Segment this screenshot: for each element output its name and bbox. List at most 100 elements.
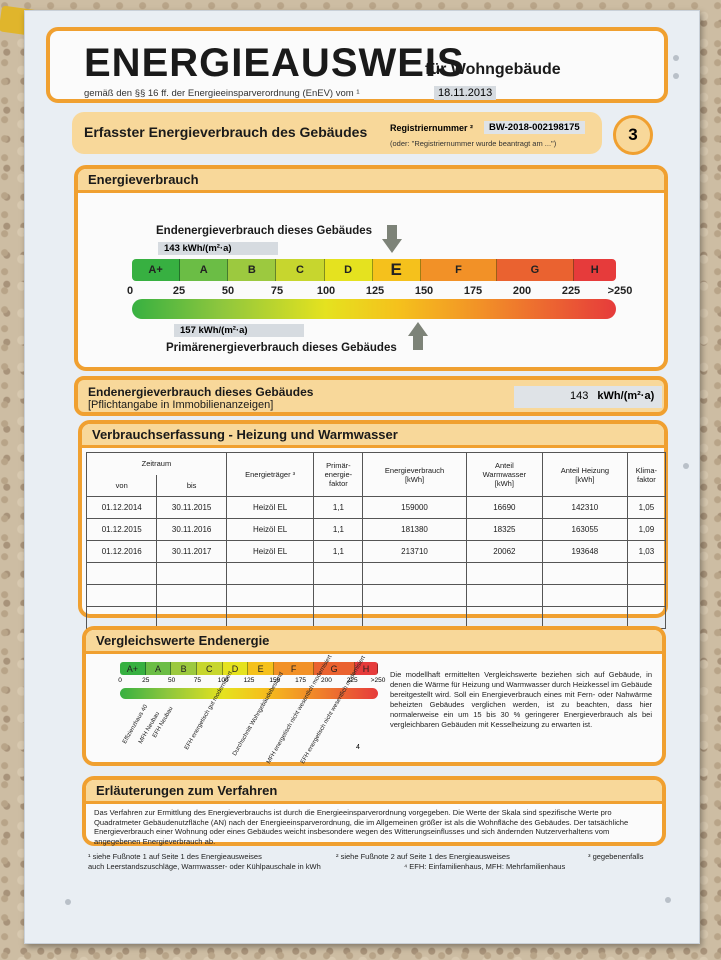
- primary-energy-value: 157 kWh/(m²·a): [174, 324, 304, 337]
- mini-scale-tick: 50: [167, 677, 176, 684]
- col-heizung: Anteil Heizung [kWh]: [542, 452, 628, 497]
- cell-traeger: Heizöl EL: [225, 518, 315, 541]
- cell-klima: 1,05: [626, 496, 667, 519]
- cell-heizung: 142310: [542, 496, 628, 519]
- table-row: 01.12.2015 30.11.2016 Heizöl EL 1,1 1813…: [85, 518, 667, 541]
- cell-bis: 30.11.2017: [156, 540, 227, 563]
- table-row-empty: [85, 584, 667, 607]
- mini-scale-class-aplus: A+: [120, 662, 146, 675]
- end-summary-value: 143 kWh/(m²·a): [514, 386, 662, 408]
- mini-scale-tick: 150: [269, 677, 281, 684]
- mini-scale-class-g: G: [314, 662, 355, 675]
- col-warmwasser: Anteil Warmwasser [kWh]: [465, 452, 544, 497]
- col-bis: bis: [156, 474, 227, 497]
- col-von: von: [85, 474, 158, 497]
- cell-verbrauch: 159000: [362, 496, 467, 519]
- cell-traeger: Heizöl EL: [225, 540, 315, 563]
- registration-number: BW-2018-002198175: [484, 121, 585, 134]
- comparison-scale: A+ A B C D E F G H: [120, 662, 378, 675]
- comparison-text: Die modellhaft ermittelten Vergleichswer…: [390, 670, 652, 729]
- energy-consumption-panel: Energieverbrauch Endenergieverbrauch die…: [74, 165, 668, 371]
- scale-class-b: B: [228, 259, 277, 281]
- explanation-panel: Erläuterungen zum Verfahren Das Verfahre…: [82, 776, 666, 846]
- col-zeitraum: Zeitraum: [86, 452, 227, 475]
- punch-hole: [673, 73, 679, 79]
- cell-bis: 30.11.2015: [156, 496, 227, 519]
- primary-energy-label: Primärenergieverbrauch dieses Gebäudes: [166, 342, 397, 354]
- cell-warmwasser: 18325: [465, 518, 544, 541]
- comparison-footnote: 4: [356, 744, 360, 751]
- consumption-table: Zeitraum Energieträger ³ Primär- energie…: [85, 452, 667, 629]
- footnote-4: ⁴ EFH: Einfamilienhaus, MFH: Mehrfamilie…: [404, 862, 566, 871]
- end-summary-subtitle: [Pflichtangabe in Immobilienanzeigen]: [88, 399, 274, 411]
- cell-faktor: 1,1: [313, 496, 364, 519]
- footnote-2: ² siehe Fußnote 2 auf Seite 1 des Energi…: [336, 852, 510, 861]
- end-summary-title: Endenergieverbrauch dieses Gebäudes: [88, 385, 314, 399]
- table-row: 01.12.2014 30.11.2015 Heizöl EL 1,1 1590…: [85, 496, 667, 519]
- mini-scale-tick: >250: [370, 677, 386, 684]
- gradient-bar: [132, 299, 616, 319]
- mini-scale-class-e: E: [248, 662, 274, 675]
- cell-warmwasser: 16690: [465, 496, 544, 519]
- table-row-empty: [85, 606, 667, 629]
- end-energy-value: 143 kWh/(m²·a): [158, 242, 278, 255]
- registration-note: (oder: "Registriernummer wurde beantragt…: [390, 139, 557, 148]
- scale-tick: 0: [126, 285, 134, 297]
- cell-faktor: 1,1: [313, 540, 364, 563]
- cell-bis: 30.11.2016: [156, 518, 227, 541]
- col-faktor: Primär- energie- faktor: [313, 452, 364, 497]
- footnote-1: ¹ siehe Fußnote 1 auf Seite 1 des Energi…: [88, 852, 262, 861]
- explanation-heading: Erläuterungen zum Verfahren: [86, 780, 662, 804]
- cell-von: 01.12.2016: [85, 540, 158, 563]
- cell-von: 01.12.2015: [85, 518, 158, 541]
- scale-tick: 175: [463, 285, 483, 297]
- up-arrow-icon: [408, 322, 428, 350]
- cell-klima: 1,03: [626, 540, 667, 563]
- comparison-heading: Vergleichswerte Endenergie: [86, 630, 662, 654]
- col-verbrauch: Energieverbrauch [kWh]: [362, 452, 467, 497]
- cell-heizung: 163055: [542, 518, 628, 541]
- cell-von: 01.12.2014: [85, 496, 158, 519]
- footnote-1b: auch Leerstandszuschläge, Warmwasser- od…: [88, 862, 321, 871]
- mini-scale-class-h: H: [354, 662, 378, 675]
- energy-heading: Energieverbrauch: [78, 169, 664, 193]
- col-traeger: Energieträger ³: [225, 452, 315, 497]
- erfasster-title: Erfasster Energieverbrauch des Gebäudes: [84, 124, 368, 140]
- mini-scale-class-b: B: [171, 662, 197, 675]
- col-klima: Klima- faktor: [626, 452, 667, 497]
- law-date: 18.11.2013: [434, 86, 497, 100]
- cell-warmwasser: 20062: [465, 540, 544, 563]
- cell-traeger: Heizöl EL: [225, 496, 315, 519]
- scale-class-d: D: [324, 259, 373, 281]
- down-arrow-icon: [382, 225, 402, 253]
- mini-scale-tick: 225: [346, 677, 358, 684]
- cell-klima: 1,09: [626, 518, 667, 541]
- scale-tick: 50: [221, 285, 235, 297]
- scale-tick: 25: [172, 285, 186, 297]
- end-energy-label: Endenergieverbrauch dieses Gebäudes: [156, 225, 373, 237]
- scale-tick: 225: [561, 285, 581, 297]
- scale-class-aplus: A+: [132, 259, 181, 281]
- scale-tick: 75: [270, 285, 284, 297]
- end-energy-summary: Endenergieverbrauch dieses Gebäudes [Pfl…: [74, 376, 668, 416]
- table-heading: Verbrauchserfassung - Heizung und Warmwa…: [82, 424, 664, 448]
- scale-tick: 125: [365, 285, 385, 297]
- registration-label: Registriernummer ²: [390, 123, 474, 133]
- table-row: 01.12.2016 30.11.2017 Heizöl EL 1,1 2137…: [85, 540, 667, 563]
- mini-scale-tick: 125: [243, 677, 255, 684]
- title-panel: ENERGIEAUSWEIS für Wohngebäude gemäß den…: [46, 27, 668, 103]
- cell-verbrauch: 213710: [362, 540, 467, 563]
- mini-scale-class-f: F: [273, 662, 315, 675]
- cell-faktor: 1,1: [313, 518, 364, 541]
- scale-class-h: H: [573, 259, 616, 281]
- comparison-panel: Vergleichswerte Endenergie A+ A B C D E F G H 0 2…: [82, 626, 666, 766]
- cell-verbrauch: 181380: [362, 518, 467, 541]
- punch-hole: [683, 463, 689, 469]
- end-summary-unit: kWh/(m²·a): [597, 390, 655, 402]
- end-summary-number: 143: [570, 390, 589, 402]
- mini-scale-tick: 0: [118, 677, 122, 684]
- table-row-empty: [85, 562, 667, 585]
- mini-scale-tick: 100: [217, 677, 229, 684]
- punch-hole: [65, 899, 71, 905]
- erfasster-panel: Erfasster Energieverbrauch des Gebäudes …: [72, 112, 602, 154]
